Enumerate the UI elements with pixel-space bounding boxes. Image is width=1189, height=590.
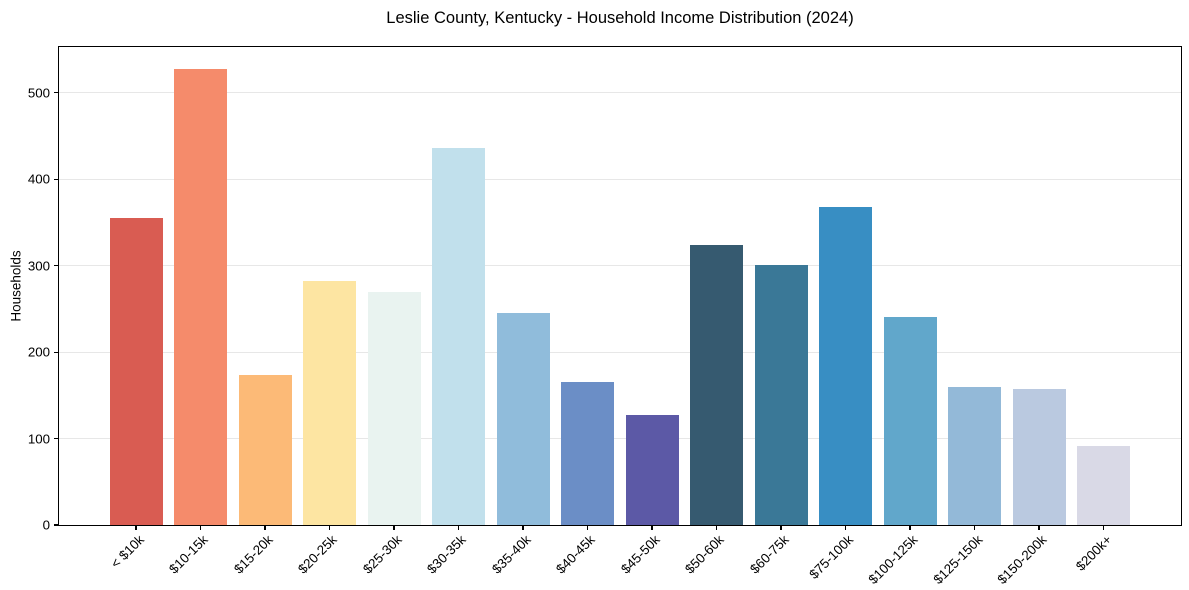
x-tick-label: $200k+ [1072,532,1115,574]
x-tick-label: $45-50k [618,532,663,577]
x-tick-label: $40-45k [553,532,599,577]
x-tick-label: < $10k [107,532,147,572]
x-tick-label: $20-25k [295,532,341,577]
x-tick-label: $35-40k [489,532,534,577]
x-tick-label: $30-35k [424,532,470,577]
y-tick-mark [54,524,58,526]
y-tick-label: 100 [27,431,50,447]
y-tick-mark [54,351,58,353]
x-tick-mark [522,525,524,530]
y-tick-mark [54,265,58,267]
bar [432,148,485,525]
x-tick-label: $100-125k [865,532,921,588]
y-tick-label: 0 [42,517,50,533]
plot-area: 0 100 200 300 400 500 < $10k $10-15k $15-20k $20-… [28,46,1182,587]
y-tick-mark [54,437,58,440]
bar [238,375,292,525]
x-tick-label: $15-20k [231,532,276,577]
y-tick-mark [54,178,58,180]
y-tick-label: 400 [27,171,50,187]
bar [754,264,808,525]
chart-title: Leslie County, Kentucky - Household Inco… [386,9,854,27]
bar [561,382,614,525]
bar [948,386,1001,525]
x-tick-mark [1038,525,1040,530]
x-tick-label: $125-150k [930,532,986,588]
x-tick-mark [135,525,137,530]
x-tick-mark [457,525,460,530]
bar [367,291,421,525]
x-tick-label: $60-75k [747,532,792,577]
bar [690,244,743,525]
gridline [59,265,1181,267]
x-tick-label: $150-200k [994,532,1050,588]
bar [174,68,227,525]
y-tick-label: 300 [27,258,50,274]
gridline [59,178,1181,180]
x-tick-mark [586,525,589,530]
gridline [59,438,1181,440]
x-tick-mark [264,525,266,530]
bar [1012,389,1066,525]
x-tick-label: $75-100k [806,532,857,582]
x-tick-mark [844,525,847,530]
x-tick-label: $10-15k [166,532,212,577]
gridline [59,351,1181,353]
x-tick-label: $50-60k [682,532,728,577]
x-tick-mark [651,525,653,530]
x-tick-mark [328,525,331,530]
x-tick-mark [393,525,395,530]
bar [1077,446,1130,525]
x-tick-mark [715,525,718,530]
y-tick-label: 200 [27,344,50,360]
x-tick-mark [199,525,202,530]
bar [883,316,937,525]
x-tick-mark [973,525,976,530]
bar [109,218,163,525]
bar [819,206,872,525]
x-tick-mark [1102,525,1105,530]
y-tick-mark [54,92,58,94]
y-axis-label: Households [8,250,24,322]
bar [625,415,679,525]
x-tick-label: $25-30k [360,532,405,577]
bar [496,313,550,525]
bar [303,281,356,525]
x-tick-mark [780,525,782,530]
gridline [59,92,1181,94]
y-tick-label: 500 [27,85,50,101]
x-tick-mark [909,525,911,530]
